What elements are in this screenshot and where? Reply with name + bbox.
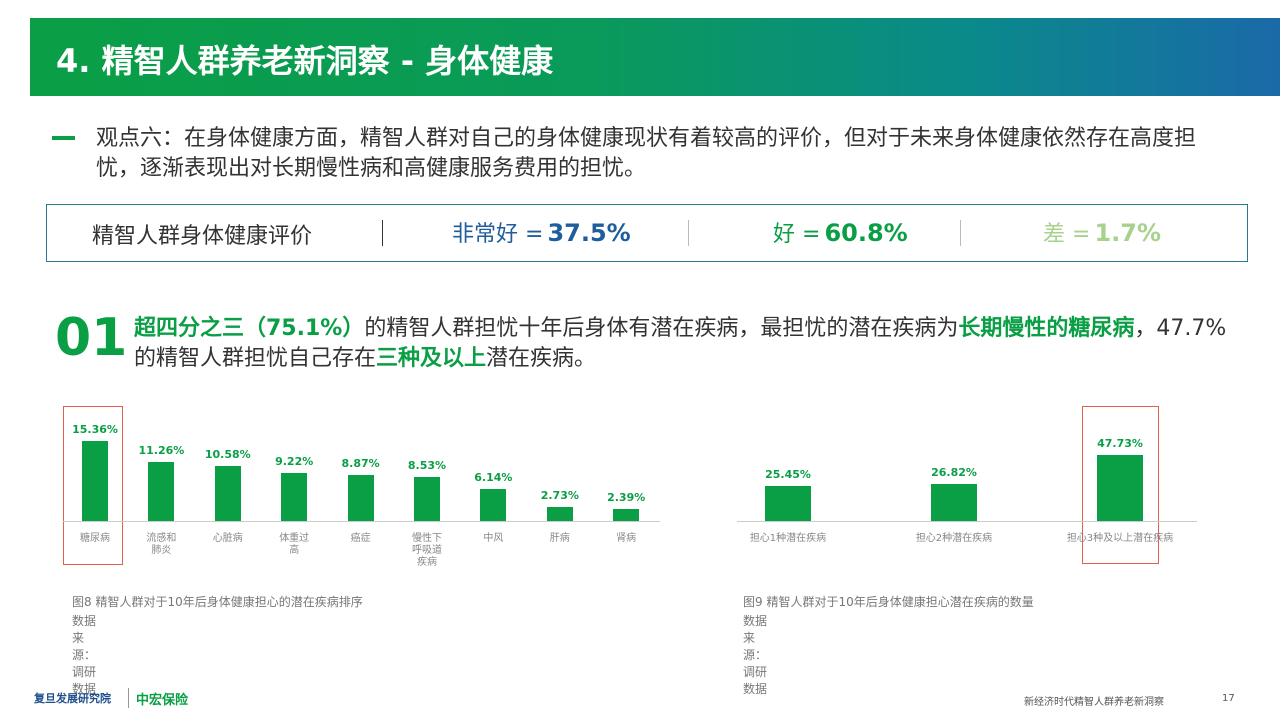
header-bar [30, 18, 1280, 96]
bar [414, 476, 440, 521]
rating-item: 差 = 1.7% [1043, 216, 1161, 248]
baseline [63, 521, 660, 522]
bar [931, 483, 977, 521]
value-label: 2.39% [607, 490, 646, 504]
bar [1097, 455, 1143, 521]
value-label: 2.73% [540, 488, 579, 502]
finding-segment: ，47.7%的精智人群担忧自己存在 [134, 316, 1227, 371]
value-label: 15.36% [72, 423, 118, 436]
category-label: 慢性下呼吸道疾病 [412, 533, 442, 568]
bar [613, 508, 640, 521]
rating-value: 1.7% [1094, 219, 1161, 247]
bar [281, 472, 308, 521]
finding-segment: 潜在疾病。 [486, 346, 597, 371]
rating-label: 非常好 = [452, 222, 544, 247]
bar [214, 465, 241, 521]
highlight-box [63, 406, 123, 565]
bullet [52, 136, 75, 140]
category-label: 癌症 [350, 533, 371, 544]
value-label: 10.58% [204, 447, 251, 461]
category-label: 中风 [483, 533, 504, 544]
finding-segment: 长期慢性的糖尿病 [958, 316, 1135, 341]
logo-fudan: 复旦发展研究院 [34, 692, 111, 705]
bar [546, 506, 573, 521]
bar [148, 462, 175, 521]
bar [480, 489, 507, 521]
value-label: 8.53% [407, 458, 447, 472]
viewpoint: 观点六：在身体健康方面，精智人群对自己的身体健康现状有着较高的评价，但对于未来身… [96, 126, 1197, 181]
header-title: 4. 精智人群养老新洞察 - 身体健康 [56, 42, 554, 80]
finding-number: 01 [55, 308, 128, 368]
page-number: 17 [1222, 693, 1235, 704]
category-label: 担心1种潜在疾病 [749, 533, 827, 544]
finding-text: 超四分之三（75.1%）的精智人群担忧十年后身体有潜在疾病，最担忧的潜在疾病为长… [134, 314, 1234, 374]
category-label: 糖尿病 [80, 533, 110, 544]
logo-divider [128, 688, 129, 708]
footer-text: 新经济时代精智人群养老新洞察 [1024, 697, 1164, 708]
finding-segment: 超四分之三（75.1%） [134, 316, 365, 341]
rating-value: 37.5% [547, 219, 631, 247]
rating-label: 差 = [1043, 222, 1091, 247]
value-label: 8.87% [341, 456, 380, 470]
separator [688, 220, 689, 246]
separator [382, 220, 384, 246]
value-label: 11.26% [138, 444, 185, 458]
finding-segment: 的精智人群担忧十年后身体有潜在疾病，最担忧的潜在疾病为 [364, 316, 959, 341]
rating-item: 非常好 = 37.5% [452, 216, 631, 248]
separator [960, 220, 961, 246]
bar [347, 474, 374, 521]
highlight-box [1082, 406, 1159, 564]
rating-label: 好 = [773, 222, 821, 247]
value-label: 25.45% [765, 467, 811, 481]
logo-manulife: 中宏保险 [136, 693, 189, 708]
chart-source: 数据来源：调研数据 [72, 614, 97, 696]
chart-title: 图8 精智人群对于10年后身体健康担心的潜在疾病排序 [72, 595, 363, 609]
category-label: 肾病 [616, 533, 637, 544]
chart-source: 数据来源：调研数据 [743, 614, 768, 696]
rating-box [46, 204, 1248, 262]
category-label: 担心3种及以上潜在疾病 [1066, 533, 1174, 544]
value-label: 26.82% [931, 465, 977, 479]
bar [82, 441, 108, 521]
category-label: 肝病 [549, 533, 570, 544]
finding-segment: 三种及以上 [376, 346, 487, 371]
category-label: 心脏病 [212, 533, 243, 544]
value-label: 9.22% [275, 454, 314, 468]
value-label: 6.14% [474, 471, 513, 485]
value-label: 47.73% [1097, 437, 1143, 450]
category-label: 流感和肺炎 [146, 533, 177, 556]
bar [765, 485, 811, 521]
baseline [737, 521, 1197, 522]
rating-item: 好 = 60.8% [773, 216, 908, 248]
chart-title: 图9 精智人群对于10年后身体健康担心潜在疾病的数量 [743, 595, 1034, 609]
rating-value: 60.8% [824, 219, 908, 247]
category-label: 体重过高 [279, 533, 310, 556]
rating-title: 精智人群身体健康评价 [92, 224, 313, 249]
category-label: 担心2种潜在疾病 [915, 533, 993, 544]
